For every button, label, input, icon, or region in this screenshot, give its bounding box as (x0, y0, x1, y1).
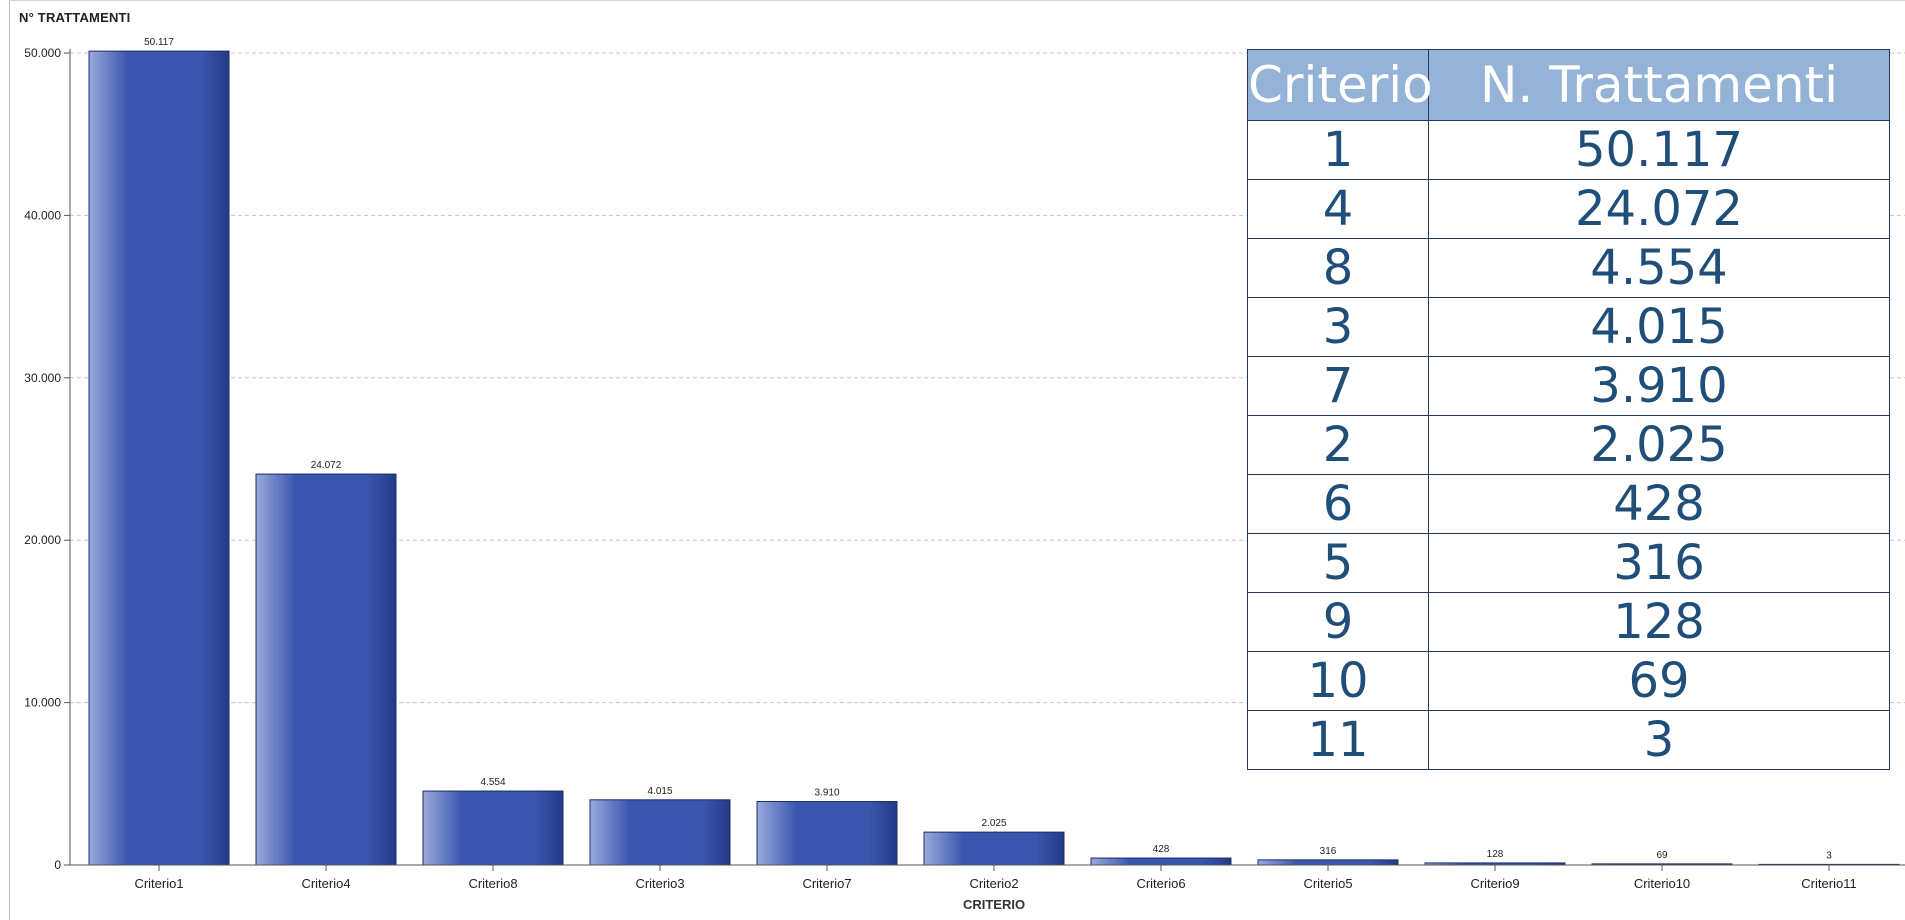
table-cell-criterio: 6 (1247, 474, 1429, 534)
table-cell-trattamenti: 128 (1428, 592, 1890, 652)
bar-criterio8 (422, 790, 564, 866)
x-axis-title: CRITERIO (962, 897, 1026, 912)
table-header-row: Criterio N. Trattamenti (1247, 49, 1890, 121)
table-row: 8 4.554 (1247, 238, 1890, 298)
bar-criterio4 (255, 473, 397, 866)
table-row: 1 50.117 (1247, 120, 1890, 180)
table-row: 10 69 (1247, 651, 1890, 711)
table-cell-trattamenti: 3 (1428, 710, 1890, 770)
table-row: 2 2.025 (1247, 415, 1890, 475)
table-cell-trattamenti: 2.025 (1428, 415, 1890, 475)
table-cell-trattamenti: 69 (1428, 651, 1890, 711)
bar-value-label: 69 (1656, 850, 1668, 861)
bar-value-label: 428 (1153, 844, 1170, 855)
table-cell-criterio: 1 (1247, 120, 1429, 180)
table-cell-trattamenti: 316 (1428, 533, 1890, 593)
x-tick-label: Criterio6 (1136, 876, 1185, 891)
x-tick-label: Criterio5 (1303, 876, 1352, 891)
table-cell-criterio: 3 (1247, 297, 1429, 357)
x-tick-label: Criterio3 (635, 876, 684, 891)
table-row: 6 428 (1247, 474, 1890, 534)
bars (88, 50, 1900, 866)
bar-criterio6 (1090, 857, 1232, 866)
table-cell-criterio: 7 (1247, 356, 1429, 416)
table-header-criterio: Criterio (1247, 49, 1433, 121)
bar-value-label: 3 (1826, 850, 1832, 861)
table-cell-criterio: 5 (1247, 533, 1429, 593)
table-cell-trattamenti: 50.117 (1428, 120, 1890, 180)
y-tick-label: 40.000 (24, 208, 61, 222)
y-tick-label: 0 (54, 858, 61, 872)
bar-value-label: 2.025 (981, 818, 1006, 829)
chart-title: N° TRATTAMENTI (19, 10, 131, 25)
table-cell-trattamenti: 3.910 (1428, 356, 1890, 416)
bar-value-label: 4.554 (480, 777, 505, 788)
bar-value-label: 4.015 (647, 786, 672, 797)
table-cell-criterio: 4 (1247, 179, 1429, 239)
bar-criterio5 (1257, 859, 1399, 866)
bar-value-label: 316 (1320, 846, 1337, 857)
bar-criterio1 (88, 50, 230, 866)
y-tick-label: 20.000 (24, 533, 61, 547)
data-table: Criterio N. Trattamenti 1 50.117 4 24.072 8 4… (1247, 49, 1890, 770)
table-cell-criterio: 8 (1247, 238, 1429, 298)
bar-criterio7 (756, 801, 898, 866)
bar-value-label: 50.117 (144, 37, 174, 48)
table-row: 3 4.015 (1247, 297, 1890, 357)
x-tick-label: Criterio11 (1801, 876, 1856, 891)
y-tick-label: 10.000 (24, 696, 61, 710)
bar-value-label: 24.072 (311, 460, 342, 471)
labels: 0 10.000 20.000 30.000 40.000 50.000 50.117 Cri… (24, 37, 1856, 891)
table-row: 11 3 (1247, 710, 1890, 770)
table-header-trattamenti: N. Trattamenti (1428, 49, 1890, 121)
x-tick-label: Criterio10 (1634, 876, 1690, 891)
table-cell-trattamenti: 428 (1428, 474, 1890, 534)
y-tick-label: 50.000 (24, 46, 61, 60)
table-row: 9 128 (1247, 592, 1890, 652)
bar-value-label: 3.910 (814, 788, 839, 799)
y-tick-label: 30.000 (24, 371, 61, 385)
table-cell-criterio: 10 (1247, 651, 1429, 711)
table-row: 5 316 (1247, 533, 1890, 593)
table-cell-criterio: 11 (1247, 710, 1429, 770)
bar-criterio2 (923, 831, 1065, 866)
table-row: 7 3.910 (1247, 356, 1890, 416)
bar-value-label: 128 (1487, 849, 1504, 860)
x-tick-label: Criterio1 (134, 876, 183, 891)
table-cell-criterio: 9 (1247, 592, 1429, 652)
table-row: 4 24.072 (1247, 179, 1890, 239)
x-tick-label: Criterio2 (969, 876, 1018, 891)
bar-criterio3 (589, 799, 731, 866)
table-cell-trattamenti: 24.072 (1428, 179, 1890, 239)
table-cell-criterio: 2 (1247, 415, 1429, 475)
x-tick-label: Criterio4 (301, 876, 350, 891)
x-tick-label: Criterio9 (1470, 876, 1519, 891)
x-tick-label: Criterio8 (468, 876, 517, 891)
table-cell-trattamenti: 4.015 (1428, 297, 1890, 357)
x-tick-label: Criterio7 (802, 876, 851, 891)
table-cell-trattamenti: 4.554 (1428, 238, 1890, 298)
axes (64, 49, 1905, 871)
